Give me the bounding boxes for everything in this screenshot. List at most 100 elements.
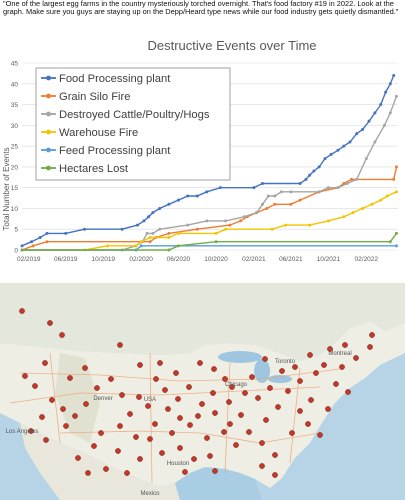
event-marker[interactable] [327,346,333,352]
event-marker[interactable] [313,370,319,376]
event-marker[interactable] [60,406,66,412]
event-marker[interactable] [42,360,48,366]
event-marker[interactable] [339,364,345,370]
event-marker[interactable] [47,320,53,326]
data-point [382,123,386,127]
event-marker[interactable] [305,421,311,427]
event-marker[interactable] [39,414,45,420]
event-marker[interactable] [210,390,216,396]
event-marker[interactable] [297,378,303,384]
event-marker[interactable] [272,472,278,478]
event-marker[interactable] [137,362,143,368]
event-marker[interactable] [117,342,123,348]
event-marker[interactable] [307,352,313,358]
event-marker[interactable] [238,412,244,418]
event-marker[interactable] [157,360,163,366]
event-marker[interactable] [119,392,125,398]
event-marker[interactable] [98,430,104,436]
event-marker[interactable] [211,366,217,372]
event-marker[interactable] [159,450,165,456]
event-marker[interactable] [28,428,34,434]
event-marker[interactable] [85,470,91,476]
event-marker[interactable] [19,308,25,314]
event-marker[interactable] [82,365,88,371]
event-marker[interactable] [83,401,89,407]
event-marker[interactable] [22,373,28,379]
event-marker[interactable] [226,399,232,405]
event-marker[interactable] [292,364,298,370]
event-marker[interactable] [204,435,210,441]
event-marker[interactable] [333,381,339,387]
event-marker[interactable] [369,332,375,338]
event-marker[interactable] [262,356,268,362]
event-marker[interactable] [342,342,348,348]
event-marker[interactable] [162,387,168,393]
event-marker[interactable] [222,376,228,382]
event-marker[interactable] [153,376,159,382]
event-marker[interactable] [182,469,188,475]
event-marker[interactable] [207,453,213,459]
event-marker[interactable] [72,413,78,419]
event-marker[interactable] [249,374,255,380]
event-marker[interactable] [197,360,203,366]
event-marker[interactable] [212,468,218,474]
event-marker[interactable] [103,466,109,472]
event-marker[interactable] [297,408,303,414]
event-marker[interactable] [43,437,49,443]
event-marker[interactable] [317,432,323,438]
event-marker[interactable] [137,456,143,462]
event-marker[interactable] [94,385,100,391]
event-marker[interactable] [32,383,38,389]
event-marker[interactable] [289,430,295,436]
event-marker[interactable] [117,423,123,429]
event-marker[interactable] [263,417,269,423]
event-marker[interactable] [199,401,205,407]
event-marker[interactable] [246,429,252,435]
event-marker[interactable] [187,422,193,428]
event-marker[interactable] [345,389,351,395]
event-marker[interactable] [259,463,265,469]
event-marker[interactable] [49,397,55,403]
event-marker[interactable] [325,406,331,412]
event-marker[interactable] [147,436,153,442]
event-marker[interactable] [227,421,233,427]
event-marker[interactable] [169,430,175,436]
event-marker[interactable] [133,434,139,440]
event-marker[interactable] [186,384,192,390]
event-marker[interactable] [212,410,218,416]
event-marker[interactable] [191,456,197,462]
event-marker[interactable] [259,440,265,446]
event-marker[interactable] [115,448,121,454]
event-marker[interactable] [255,395,261,401]
event-marker[interactable] [177,445,183,451]
event-marker[interactable] [63,423,69,429]
event-marker[interactable] [221,429,227,435]
event-marker[interactable] [195,413,201,419]
event-marker[interactable] [173,370,179,376]
event-marker[interactable] [279,368,285,374]
event-marker[interactable] [124,470,130,476]
event-marker[interactable] [177,415,183,421]
event-marker[interactable] [242,390,248,396]
event-marker[interactable] [353,355,359,361]
event-marker[interactable] [175,396,181,402]
event-marker[interactable] [145,403,151,409]
event-marker[interactable] [127,411,133,417]
event-marker[interactable] [233,442,239,448]
event-marker[interactable] [267,385,273,391]
event-marker[interactable] [285,388,291,394]
event-marker[interactable] [136,394,142,400]
event-marker[interactable] [367,344,373,350]
event-marker[interactable] [272,452,278,458]
event-marker[interactable] [91,443,97,449]
event-marker[interactable] [152,421,158,427]
event-marker[interactable] [321,362,327,368]
event-marker[interactable] [75,455,81,461]
event-marker[interactable] [67,375,73,381]
event-marker[interactable] [229,384,235,390]
event-marker[interactable] [275,404,281,410]
event-marker[interactable] [59,332,65,338]
event-marker[interactable] [165,406,171,412]
event-marker[interactable] [308,397,314,403]
event-marker[interactable] [108,376,114,382]
